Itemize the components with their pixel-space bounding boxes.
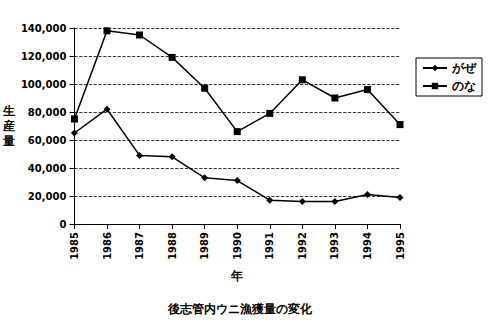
svg-text:産: 産 — [2, 119, 15, 133]
svg-text:1989: 1989 — [199, 232, 210, 260]
svg-text:1986: 1986 — [102, 232, 113, 260]
svg-text:60,000: 60,000 — [28, 135, 67, 146]
svg-text:1987: 1987 — [134, 232, 145, 260]
svg-text:量: 量 — [2, 134, 15, 148]
svg-text:100,000: 100,000 — [21, 79, 67, 90]
svg-text:80,000: 80,000 — [28, 107, 67, 118]
svg-text:1992: 1992 — [297, 232, 308, 260]
svg-text:後志管内ウニ漁獲量の変化: 後志管内ウニ漁獲量の変化 — [167, 302, 313, 316]
svg-text:1991: 1991 — [264, 232, 275, 260]
svg-text:40,000: 40,000 — [28, 163, 67, 174]
svg-text:1995: 1995 — [395, 232, 406, 260]
svg-text:のな: のな — [452, 79, 476, 93]
svg-text:0: 0 — [59, 219, 66, 230]
svg-text:140,000: 140,000 — [21, 23, 67, 34]
svg-text:がぜ: がぜ — [451, 61, 477, 75]
svg-text:1990: 1990 — [232, 232, 243, 260]
svg-text:1988: 1988 — [167, 232, 178, 260]
svg-text:生: 生 — [2, 104, 15, 118]
svg-text:120,000: 120,000 — [21, 51, 67, 62]
svg-text:1985: 1985 — [69, 232, 80, 260]
svg-text:年: 年 — [230, 269, 243, 283]
svg-text:1993: 1993 — [329, 232, 340, 260]
svg-text:1994: 1994 — [362, 232, 373, 260]
svg-text:20,000: 20,000 — [28, 191, 67, 202]
